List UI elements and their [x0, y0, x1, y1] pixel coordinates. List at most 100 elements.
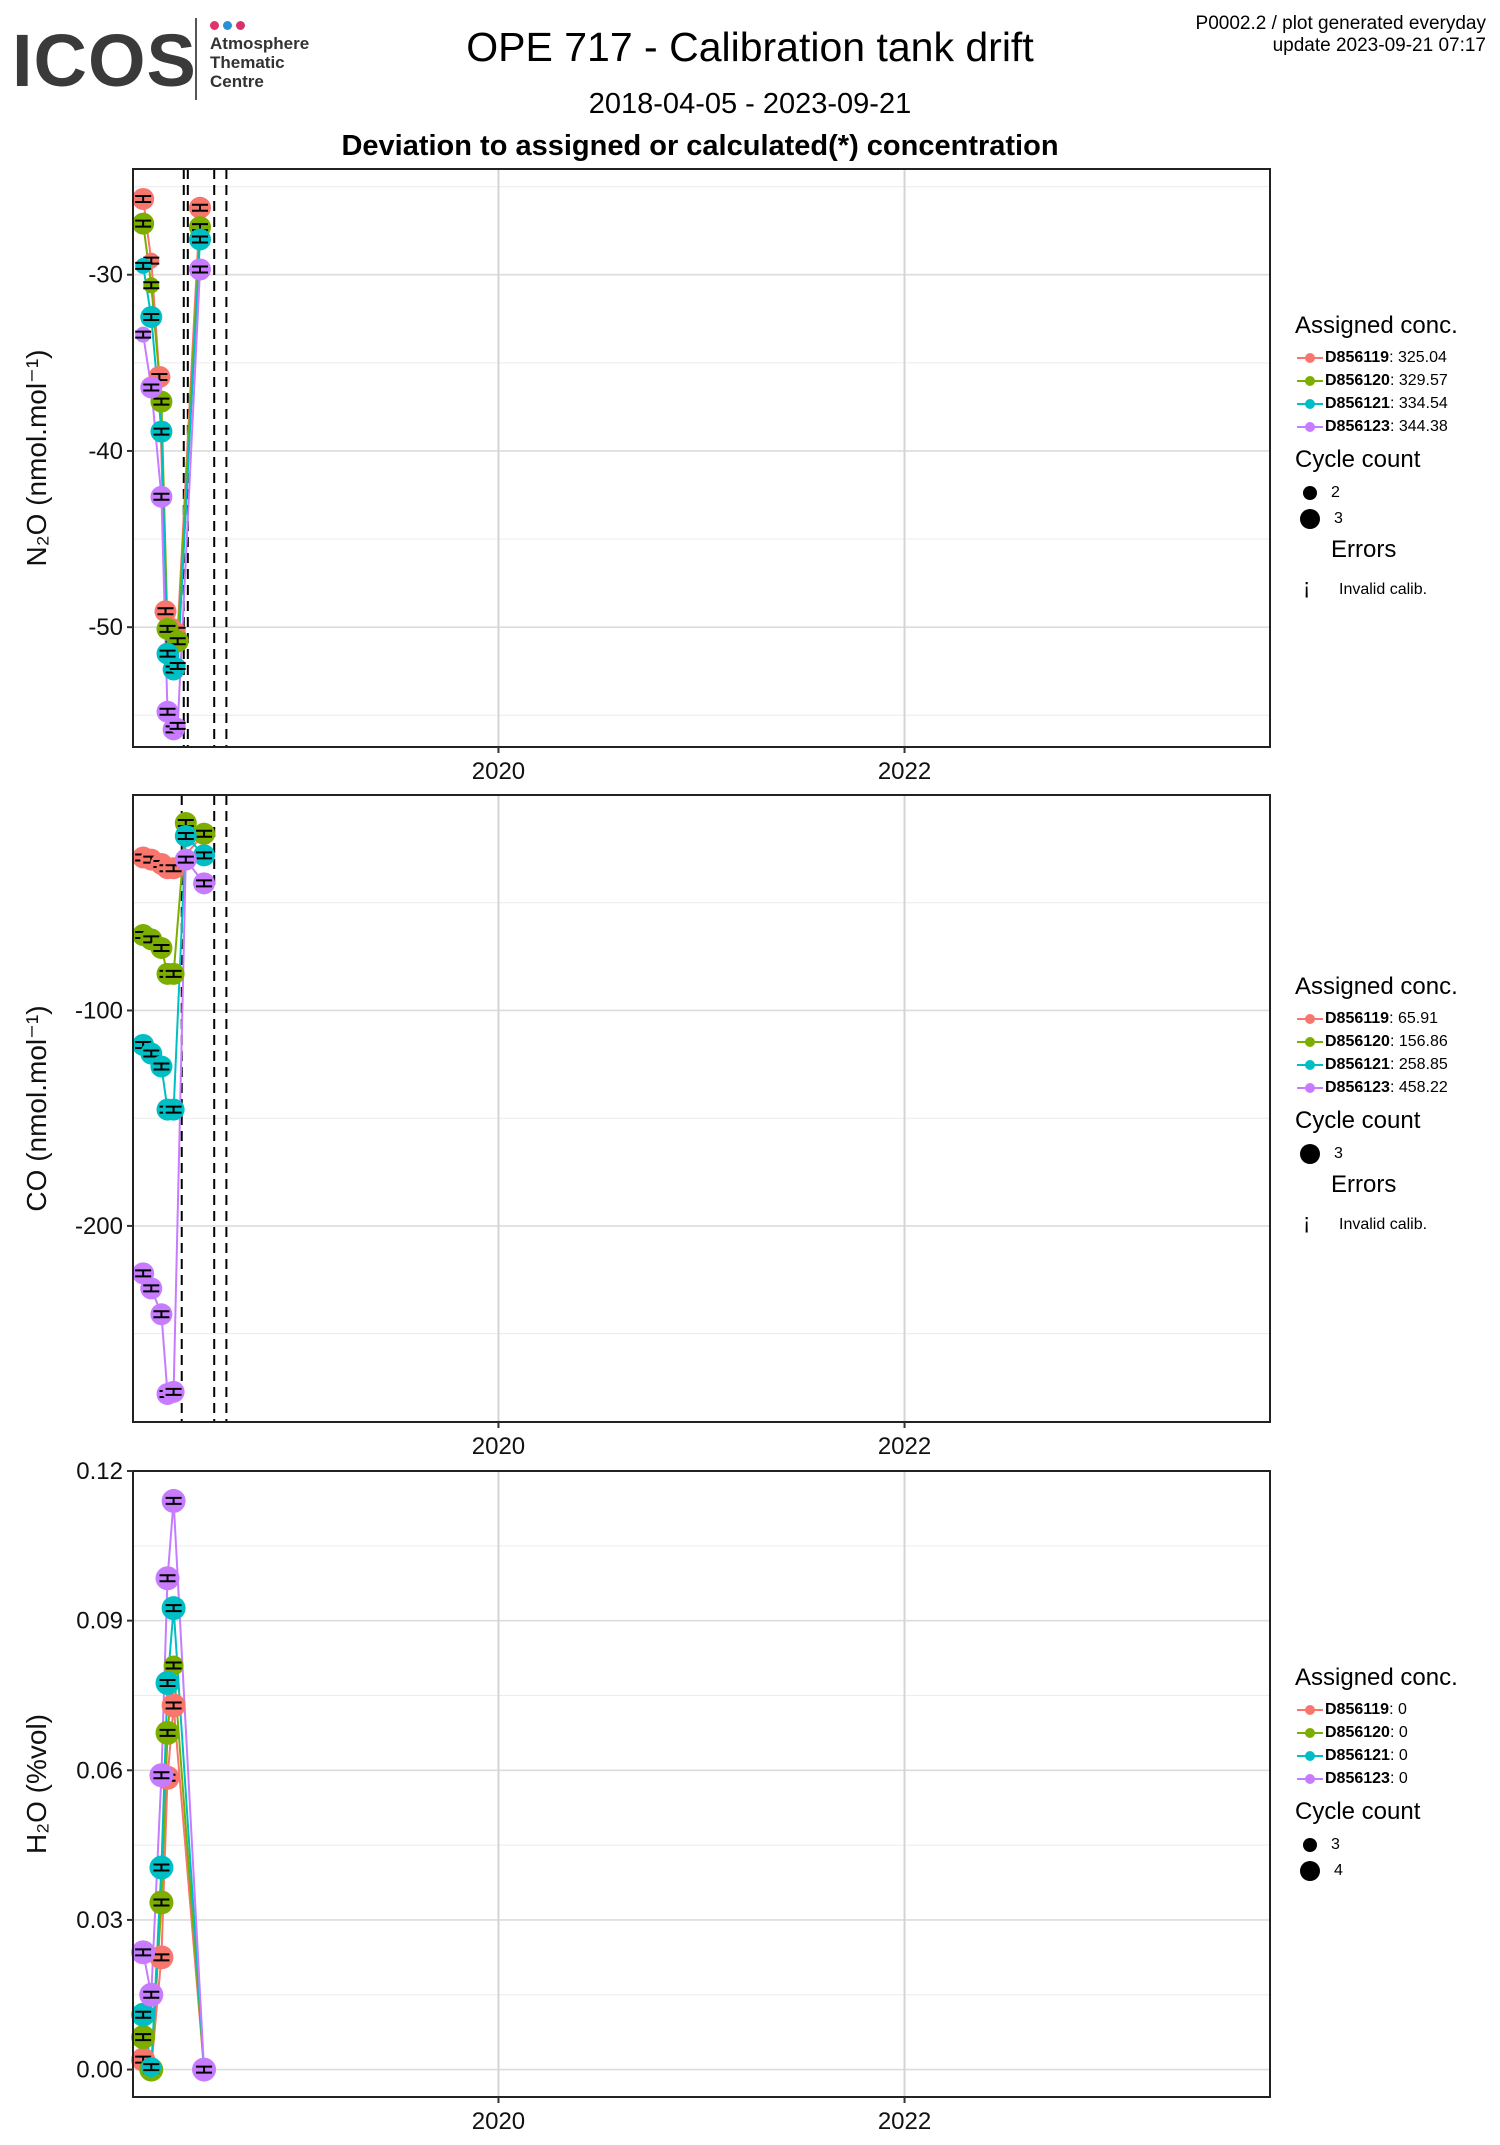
legend-swatch	[1295, 1078, 1325, 1098]
legend-cycle-title: Cycle count	[1295, 446, 1421, 473]
cycle-count-label: 3	[1334, 510, 1343, 527]
legend-co: Assigned conc. D856119: 65.91 D856120: 156…	[1295, 973, 1458, 1239]
legend-swatch	[1295, 394, 1325, 414]
legend-title: Assigned conc.	[1295, 1664, 1458, 1691]
x-tick-label: 2020	[472, 1433, 525, 1460]
chart-panel-2: 0.12 0.09 0.06 0.03 0.00 2020 2022 H₂O (%vol)	[21, 1458, 1271, 2135]
legend-tank-value: : 0	[1389, 1747, 1408, 1764]
legend-tank-value: : 258.85	[1389, 1056, 1448, 1073]
legend-tank-id: D856121	[1325, 1747, 1390, 1764]
legend-swatch	[1295, 1723, 1325, 1743]
icos-logo: ICOS Atmosphere Thematic Centre	[12, 14, 342, 109]
legend-error-item: ¡ Invalid calib.	[1295, 570, 1458, 604]
y-tick-label: 0.09	[76, 1608, 123, 1635]
legend-item-D856121: D856121: 0	[1295, 1744, 1458, 1767]
cycle-size-icon	[1300, 1860, 1320, 1881]
legend-tank-value: : 325.04	[1389, 349, 1447, 366]
invalid-calib-label: Invalid calib.	[1339, 581, 1428, 598]
legend-swatch	[1295, 1700, 1325, 1720]
legend-tank-value: : 329.57	[1389, 372, 1448, 389]
legend-tank-value: : 0	[1389, 1701, 1407, 1718]
legend-tank-value: : 334.54	[1389, 395, 1448, 412]
y-tick-label: 0.00	[76, 2057, 123, 2084]
legend-cycle-item: 3	[1295, 506, 1458, 532]
legend-swatch	[1295, 371, 1325, 391]
logo-wordmark: ICOS	[12, 19, 197, 102]
invalid-calib-icon: ¡	[1303, 1209, 1311, 1234]
legend-cycle-item: 3	[1295, 1832, 1458, 1858]
y-tick-label: -200	[75, 1213, 123, 1240]
logo-subtitle: Atmosphere Thematic Centre	[210, 34, 310, 91]
panel-frame	[132, 168, 1271, 748]
legend-item-D856123: D856123: 0	[1295, 1767, 1458, 1790]
generation-note: P0002.2 / plot generated everyday	[1195, 13, 1486, 34]
logo-dots-icon	[210, 17, 249, 35]
y-axis-label: CO (nmol.mol⁻¹)	[21, 1005, 52, 1211]
y-tick-label: -40	[88, 438, 123, 465]
chart-subtitle: Deviation to assigned or calculated(*) c…	[341, 130, 1059, 162]
y-tick-label: 0.12	[76, 1458, 123, 1485]
legend-item-D856123: D856123: 344.38	[1295, 415, 1458, 438]
chart-title: OPE 717 - Calibration tank drift	[466, 24, 1034, 70]
legend-item-D856120: D856120: 156.86	[1295, 1030, 1458, 1053]
update-timestamp: update 2023-09-21 07:17	[1272, 35, 1486, 56]
panel-frame	[132, 794, 1271, 1423]
legend-cycle-title: Cycle count	[1295, 1107, 1421, 1134]
cycle-size-icon	[1303, 1837, 1317, 1852]
chart-panel-1: -100 -200 2020 2022 CO (nmol.mol⁻¹)	[21, 794, 1271, 1460]
legend-item-D856119: D856119: 65.91	[1295, 1007, 1458, 1030]
generation-info: P0002.2 / plot generated everyday update…	[1196, 13, 1486, 57]
legend-tank-value: : 0	[1389, 1724, 1408, 1741]
legend-tank-id: D856120	[1325, 1724, 1390, 1741]
legend-h2o: Assigned conc. D856119: 0 D856120: 0 D85612…	[1295, 1664, 1458, 1884]
legend-tank-id: D856123	[1325, 1079, 1390, 1096]
legend-cycle-item: 2	[1295, 480, 1458, 506]
legend-tank-value: : 156.86	[1389, 1033, 1448, 1050]
legend-swatch	[1295, 417, 1325, 437]
legend-cycle-title: Cycle count	[1295, 1798, 1421, 1825]
legend-item-D856123: D856123: 458.22	[1295, 1076, 1458, 1099]
legend-tank-value: : 65.91	[1389, 1010, 1438, 1027]
invalid-calib-icon: ¡	[1303, 574, 1311, 599]
legend-item-D856120: D856120: 0	[1295, 1721, 1458, 1744]
legend-n2o: Assigned conc. D856119: 325.04 D856120: 32…	[1295, 312, 1458, 604]
chart-panel-0: -30 -40 -50 2020 2022 N₂O (nmol.mol⁻¹)	[21, 168, 1271, 785]
legend-tank-id: D856121	[1325, 1056, 1390, 1073]
legend-tank-id: D856123	[1325, 1770, 1390, 1787]
legend-swatch	[1295, 1009, 1325, 1029]
legend-item-D856120: D856120: 329.57	[1295, 369, 1458, 392]
cycle-count-label: 3	[1334, 1145, 1343, 1162]
legend-cycle-item: 4	[1295, 1858, 1458, 1884]
y-tick-label: -30	[88, 262, 123, 289]
legend-title: Assigned conc.	[1295, 973, 1458, 1000]
x-tick-label: 2020	[472, 2108, 525, 2135]
legend-item-D856121: D856121: 334.54	[1295, 392, 1458, 415]
y-axis-label: H₂O (%vol)	[21, 1714, 52, 1854]
legend-tank-id: D856119	[1325, 1701, 1390, 1718]
legend-tank-id: D856119	[1325, 1010, 1390, 1027]
cycle-size-icon	[1303, 485, 1317, 500]
legend-tank-value: : 0	[1389, 1770, 1408, 1787]
cycle-size-icon	[1300, 1143, 1320, 1164]
legend-tank-id: D856120	[1325, 1033, 1390, 1050]
legend-error-item: ¡ Invalid calib.	[1295, 1205, 1458, 1239]
cycle-count-label: 4	[1334, 1862, 1343, 1879]
legend-item-D856119: D856119: 325.04	[1295, 346, 1458, 369]
x-tick-label: 2022	[878, 2108, 931, 2135]
date-range: 2018-04-05 - 2023-09-21	[588, 88, 912, 120]
cycle-count-label: 2	[1331, 484, 1340, 501]
legend-tank-id: D856120	[1325, 372, 1390, 389]
legend-tank-id: D856119	[1325, 349, 1390, 366]
panel-frame	[132, 1470, 1271, 2098]
y-tick-label: 0.03	[76, 1907, 123, 1934]
y-tick-label: 0.06	[76, 1757, 123, 1784]
legend-swatch	[1295, 1769, 1325, 1789]
x-tick-label: 2022	[878, 1433, 931, 1460]
legend-errors-title: Errors	[1331, 1171, 1397, 1198]
legend-swatch	[1295, 1746, 1325, 1766]
legend-swatch	[1295, 348, 1325, 368]
cycle-size-icon	[1300, 508, 1320, 529]
legend-tank-value: : 344.38	[1389, 418, 1448, 435]
logo-divider	[195, 18, 197, 100]
